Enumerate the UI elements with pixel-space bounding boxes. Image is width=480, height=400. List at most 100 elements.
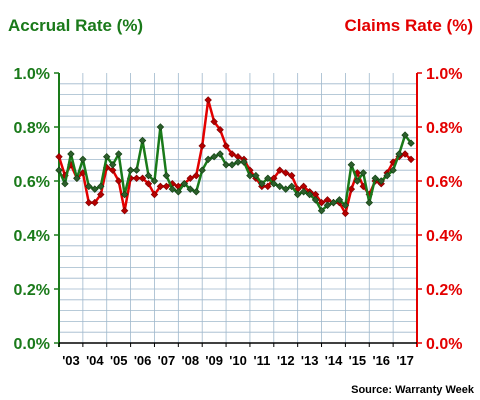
right-tick-label: 0.8% [426, 120, 462, 137]
claims-point [192, 171, 200, 180]
claims-point [204, 96, 212, 104]
axes [58, 73, 418, 347]
accrual-point [293, 190, 302, 199]
claims-point [228, 150, 236, 158]
accrual-point [365, 198, 373, 207]
accrual-point [162, 171, 171, 180]
left-axis-ticks: 0.0% 0.2% 0.4% 0.6% 0.8% 1.0% [14, 66, 59, 353]
accrual-point [252, 171, 260, 180]
accrual-point [305, 190, 314, 199]
accrual-point [103, 152, 111, 161]
x-tick-label: '10 [229, 353, 247, 368]
source-note: Source: Warranty Week [351, 384, 475, 396]
x-tick-label: '11 [254, 353, 271, 368]
claims-point [138, 174, 147, 183]
x-tick-label: '05 [110, 353, 128, 368]
accrual-point [401, 131, 409, 139]
left-tick-label: 0.0% [14, 336, 50, 353]
accrual-point [359, 169, 368, 177]
accrual-point [150, 177, 159, 185]
accrual-point [204, 155, 212, 164]
accrual-point [377, 177, 385, 185]
accrual-point [276, 182, 284, 191]
accrual-point [222, 161, 230, 169]
claims-point [55, 152, 63, 161]
claims-point [186, 174, 194, 183]
claims-point [97, 190, 105, 199]
claims-point [276, 166, 284, 174]
claims-point [198, 142, 206, 150]
accrual-point [55, 166, 63, 174]
claims-point [222, 142, 230, 150]
accrual-point [79, 155, 87, 164]
accrual-point [85, 182, 93, 191]
right-tick-label: 1.0% [426, 66, 462, 83]
x-tick-label: '03 [62, 353, 80, 368]
accrual-point [287, 182, 296, 191]
left-tick-label: 0.2% [14, 282, 50, 299]
claims-point [120, 206, 129, 215]
x-tick-label: '15 [349, 353, 367, 368]
accrual-point [97, 182, 105, 191]
right-tick-label: 0.0% [426, 336, 462, 353]
accrual-point [216, 150, 224, 158]
x-tick-label: '06 [134, 353, 152, 368]
claims-point [407, 155, 415, 164]
accrual-point [114, 150, 123, 158]
right-axis-ticks: 0.0% 0.2% 0.4% 0.6% 0.8% 1.0% [417, 66, 462, 353]
accrual-point [317, 206, 326, 215]
claims-point [144, 179, 153, 188]
claims-point [282, 169, 290, 177]
accrual-point [198, 166, 206, 174]
claims-point [108, 166, 117, 174]
x-tick-label: '14 [325, 353, 343, 368]
accrual-point [138, 136, 147, 145]
x-tick-label: '08 [182, 353, 200, 368]
claims-point [341, 209, 350, 218]
claims-point [91, 198, 99, 207]
x-tick-label: '07 [158, 353, 176, 368]
x-tick-label: '09 [205, 353, 223, 368]
accrual-point [395, 150, 403, 158]
claims-point [264, 182, 272, 191]
claims-point [287, 171, 296, 180]
accrual-point [186, 185, 194, 193]
accrual-point [270, 179, 278, 188]
accrual-point [234, 158, 242, 166]
accrual-point [311, 196, 320, 204]
x-tick-label: '16 [372, 353, 390, 368]
accrual-point [156, 123, 165, 131]
claims-point [210, 117, 218, 126]
accrual-point [67, 150, 75, 158]
right-tick-label: 0.6% [426, 174, 462, 191]
accrual-point [61, 179, 69, 188]
accrual-point [347, 161, 356, 169]
accrual-point [329, 198, 338, 207]
claims-point [162, 182, 171, 191]
claims-point [150, 190, 159, 199]
left-axis-title: Accrual Rate (%) [8, 16, 143, 35]
x-tick-label: '17 [396, 353, 414, 368]
accrual-point [210, 152, 218, 161]
accrual-point [120, 190, 129, 199]
accrual-point [353, 177, 362, 185]
claims-point [114, 177, 123, 185]
left-tick-label: 0.8% [14, 120, 50, 137]
accrual-point [335, 196, 344, 204]
accrual-point [144, 171, 153, 180]
x-tick-label: '04 [86, 353, 104, 368]
accrual-point [240, 158, 248, 166]
claims-point [85, 198, 93, 207]
accrual-point [246, 171, 254, 180]
accrual-point [174, 188, 183, 196]
claims-point [132, 174, 141, 183]
claims-point [156, 182, 165, 191]
right-tick-label: 0.2% [426, 282, 462, 299]
claims-point [216, 125, 224, 134]
accrual-point [228, 161, 236, 169]
accrual-point [371, 174, 379, 183]
accrual-point [258, 179, 266, 188]
left-tick-label: 0.4% [14, 228, 50, 245]
right-tick-label: 0.4% [426, 228, 462, 245]
claims-point [317, 198, 326, 207]
